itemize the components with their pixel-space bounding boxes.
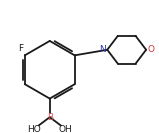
Text: HO: HO: [27, 125, 41, 133]
Text: O: O: [147, 45, 154, 54]
Text: OH: OH: [59, 125, 73, 133]
Text: N: N: [100, 45, 106, 54]
Text: B: B: [47, 113, 53, 122]
Text: F: F: [18, 44, 24, 53]
